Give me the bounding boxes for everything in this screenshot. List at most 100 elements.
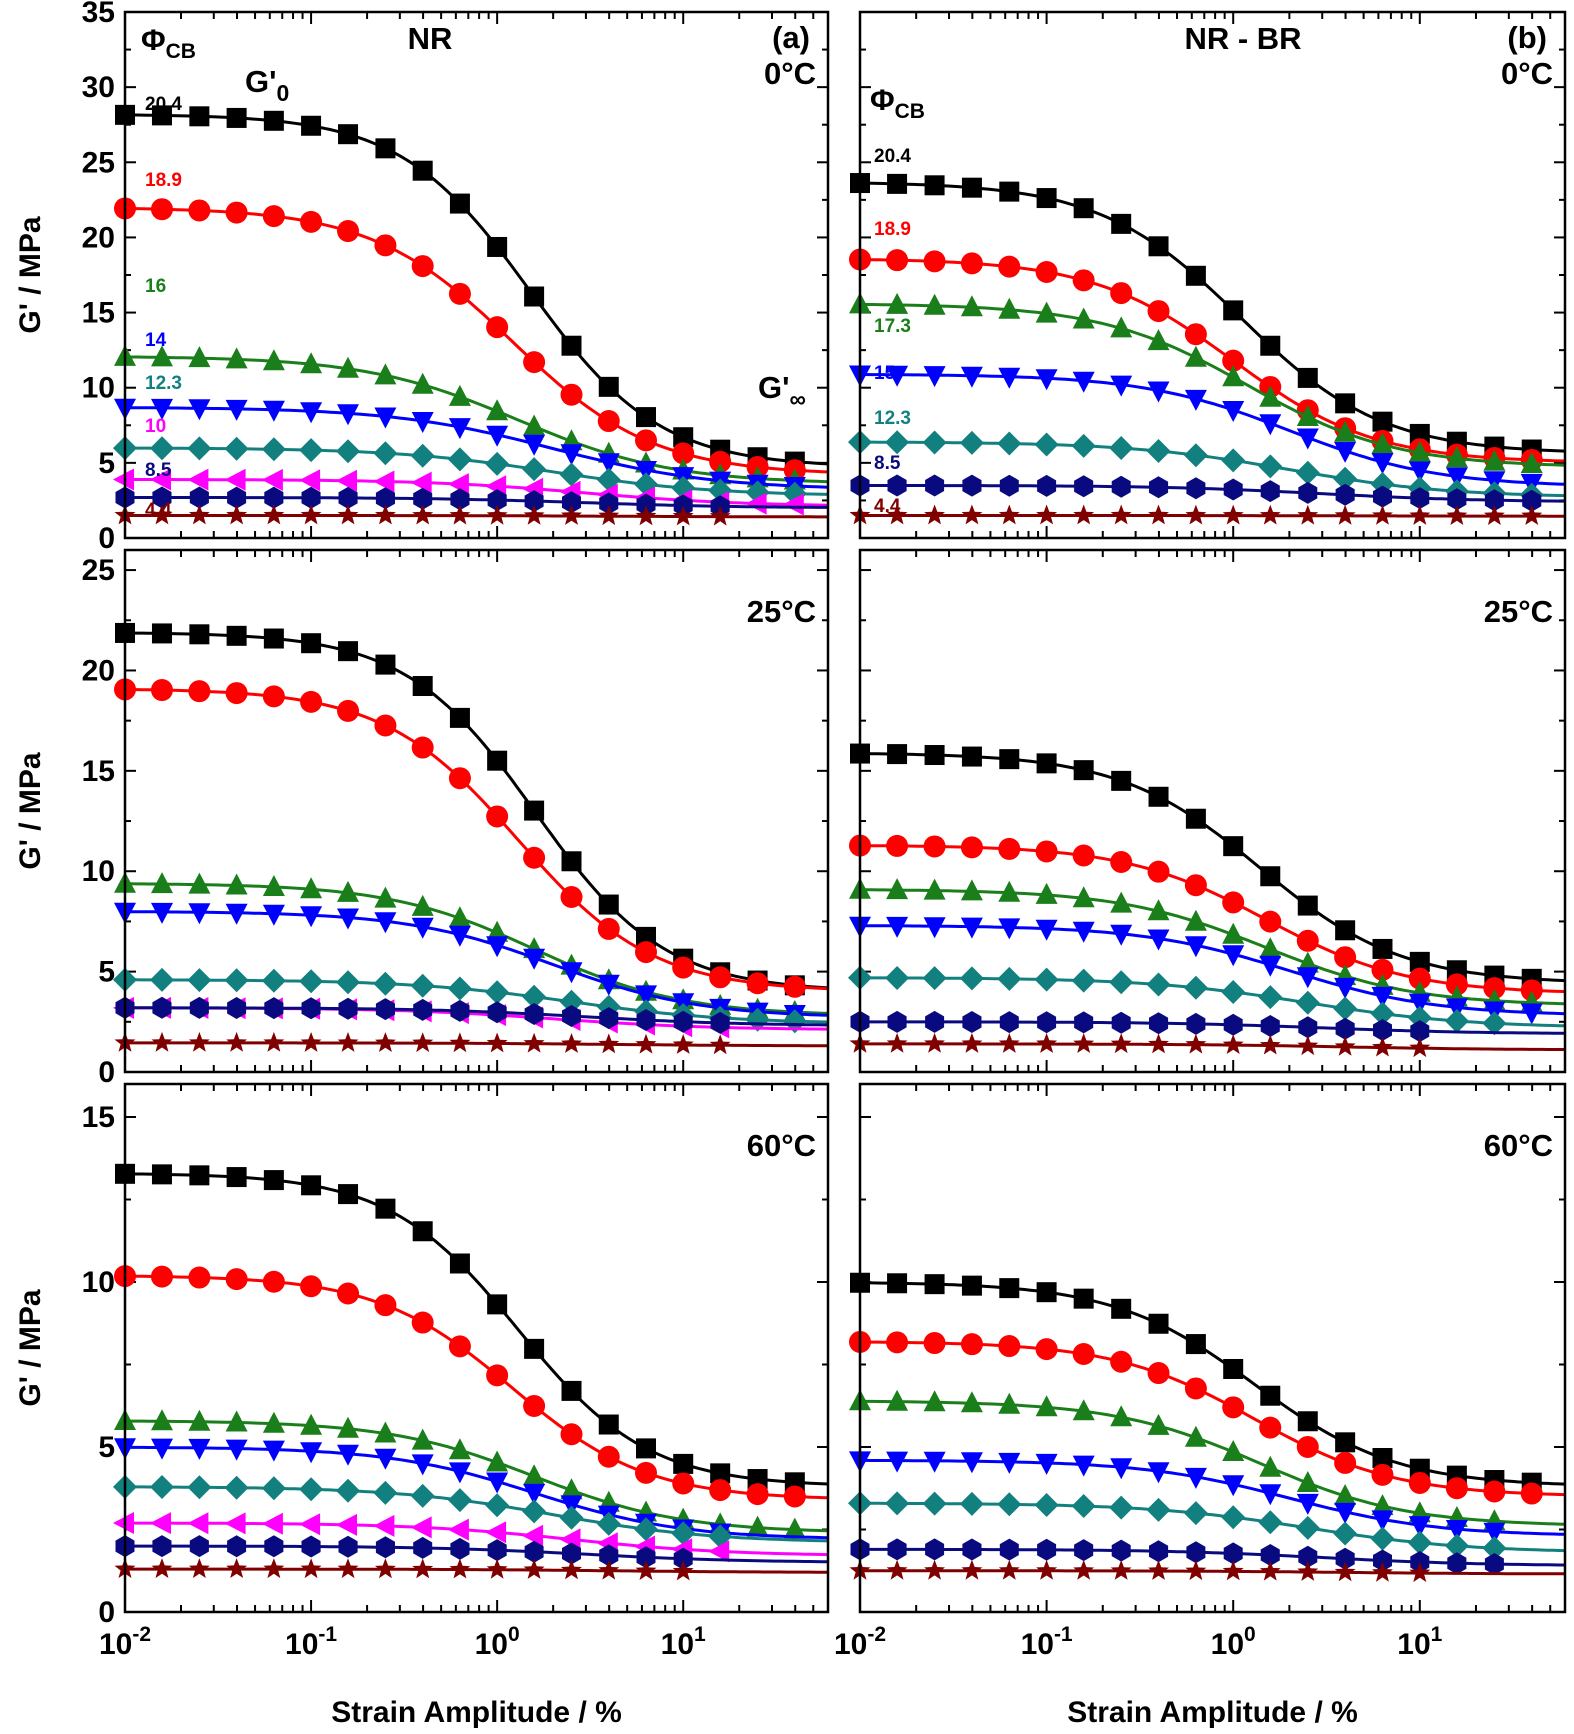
hexagon-marker — [1410, 1551, 1430, 1573]
square-marker — [487, 750, 508, 771]
star-marker — [1185, 1033, 1207, 1054]
triangle-up-marker — [523, 414, 546, 436]
star-marker — [188, 504, 210, 525]
circle-marker — [337, 220, 360, 243]
series-markers-18.9 — [114, 678, 806, 998]
hexagon-marker — [925, 1010, 945, 1033]
star-marker — [1110, 1559, 1132, 1580]
triangle-up-marker — [262, 875, 285, 896]
diamond-marker — [634, 1517, 658, 1542]
circle-marker — [374, 1294, 397, 1317]
diamond-marker — [410, 1483, 435, 1508]
triangle-down-marker — [411, 1454, 434, 1476]
panel-label: (b) — [1507, 20, 1547, 55]
triangle-up-marker — [1184, 1425, 1207, 1447]
hexagon-marker — [1149, 1540, 1169, 1563]
triangle-down-marker — [560, 962, 583, 984]
square-marker — [961, 1275, 982, 1296]
hexagon-marker — [999, 474, 1019, 497]
star-marker — [924, 1032, 945, 1053]
x-tick-label: 101 — [1397, 1623, 1442, 1661]
series-markers-12.3 — [848, 1491, 1507, 1561]
star-marker — [375, 1032, 396, 1052]
circle-marker — [998, 1335, 1021, 1358]
plot-frame — [858, 10, 1567, 540]
circle-marker — [560, 886, 583, 909]
square-marker — [151, 623, 172, 644]
triangle-down-marker — [1296, 1493, 1319, 1515]
triangle-down-marker — [635, 985, 657, 1007]
star-marker — [449, 504, 471, 525]
circle-marker — [225, 1268, 248, 1291]
panel-NRBR-0C: 0°C(b) NR - BR ΦCB 20.4 18.9 17.3 15 12.3 8.5 4.4 — [848, 10, 1567, 540]
triangle-down-marker — [886, 365, 909, 387]
triangle-up-marker — [1259, 937, 1282, 959]
triangle-up-marker — [1296, 405, 1319, 426]
triangle-left-marker — [336, 1513, 357, 1536]
square-marker — [747, 1469, 768, 1490]
hexagon-marker — [1037, 1011, 1057, 1034]
hexagon-marker — [152, 486, 172, 509]
square-marker — [375, 138, 396, 159]
triangle-left-marker — [336, 469, 357, 492]
star-marker — [1148, 504, 1169, 525]
diamond-marker — [522, 1499, 547, 1524]
circle-marker — [886, 834, 909, 857]
circle-marker — [1072, 844, 1095, 867]
star-marker — [151, 504, 173, 525]
hexagon-marker — [1335, 483, 1355, 506]
triangle-up-marker — [486, 1450, 509, 1472]
hexagon-marker — [1074, 1539, 1094, 1562]
diamond-marker — [1146, 1497, 1171, 1522]
square-marker — [636, 407, 657, 428]
triangle-down-marker — [597, 453, 620, 475]
diamond-marker — [447, 1488, 472, 1513]
triangle-down-marker — [923, 1451, 946, 1473]
panel-NR-25C: 0 5 10 15 20 25 G' / MPa 25°C — [14, 548, 830, 1089]
triangle-up-marker — [960, 295, 983, 317]
hexagon-marker — [152, 1535, 172, 1558]
triangle-down-marker — [560, 444, 583, 466]
hexagon-marker — [999, 1538, 1019, 1561]
phi-value-label: 4.4 — [145, 500, 172, 521]
square-marker — [1297, 1411, 1318, 1432]
y-tick-label: 35 — [82, 0, 115, 29]
hexagon-marker — [925, 474, 945, 497]
series-line — [125, 1567, 828, 1574]
triangle-down-marker — [486, 936, 509, 958]
circle-marker — [150, 1265, 173, 1288]
y-tick-label: 15 — [82, 297, 115, 330]
square-marker — [1185, 265, 1206, 286]
star-marker — [486, 1558, 508, 1579]
square-marker — [412, 160, 433, 181]
diamond-marker — [373, 1480, 398, 1505]
triangle-down-marker — [1408, 993, 1431, 1015]
hexagon-marker — [962, 474, 982, 497]
diamond-marker — [997, 431, 1022, 456]
triangle-down-marker — [1483, 1522, 1506, 1544]
star-marker — [412, 504, 434, 525]
diamond-marker — [1370, 1001, 1395, 1026]
star-marker — [1334, 1035, 1356, 1056]
star-marker — [151, 1031, 173, 1052]
x-tick-label: 10-2 — [99, 1623, 151, 1661]
x-tick-exponent: -1 — [318, 1623, 337, 1646]
star-marker — [523, 1559, 545, 1579]
circle-marker — [960, 836, 983, 859]
square-marker — [1335, 1432, 1356, 1453]
circle-marker — [1483, 1480, 1506, 1503]
square-marker — [1148, 236, 1169, 257]
circle-marker — [746, 972, 769, 995]
diamond-marker — [671, 1521, 696, 1546]
hexagon-marker — [887, 1538, 907, 1561]
triangle-up-marker — [1371, 432, 1394, 454]
hexagon-marker — [1373, 1019, 1392, 1041]
triangle-up-marker — [411, 372, 434, 394]
star-marker — [151, 1558, 173, 1578]
triangle-down-marker — [886, 916, 909, 938]
diamond-marker — [447, 447, 472, 472]
triangle-down-marker — [262, 904, 285, 926]
star-marker — [1409, 505, 1431, 525]
compound-label: NR - BR — [1184, 21, 1301, 56]
